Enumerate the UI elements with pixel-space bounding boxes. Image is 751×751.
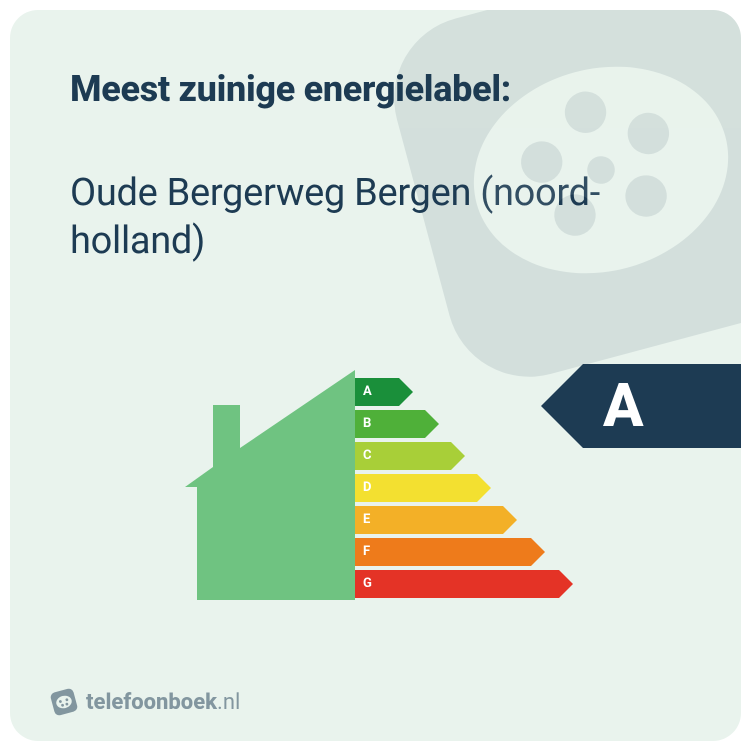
energy-bar-e: E: [355, 506, 655, 534]
brand-name: telefoonboek.nl: [86, 690, 240, 715]
house-icon: [185, 370, 355, 600]
energy-bar-label: G: [363, 570, 372, 598]
energy-bar-shape: [355, 538, 545, 566]
rating-badge: A: [541, 364, 741, 448]
energy-bar-label: D: [363, 474, 371, 502]
footer-branding: telefoonboek.nl: [50, 688, 240, 716]
energy-bar-shape: [355, 506, 517, 534]
energy-bar-g: G: [355, 570, 655, 598]
energy-bar-label: B: [363, 410, 371, 438]
energy-bar-shape: [355, 474, 491, 502]
location-subtitle: Oude Bergerweg Bergen (noord-holland): [70, 170, 681, 265]
energy-bar-label: E: [363, 506, 370, 534]
page-title: Meest zuinige energielabel:: [70, 68, 681, 110]
brand-name-bold: telefoonboek: [86, 690, 217, 715]
brand-logo-icon: [50, 688, 78, 716]
energy-bar-label: C: [363, 442, 372, 470]
brand-name-thin: .nl: [217, 690, 240, 715]
energy-bar-shape: [355, 570, 573, 598]
rating-letter: A: [603, 364, 644, 448]
energy-bar-f: F: [355, 538, 655, 566]
energy-bar-label: F: [363, 538, 370, 566]
energy-bar-d: D: [355, 474, 655, 502]
energy-bar-label: A: [363, 378, 372, 406]
energy-label-card: Meest zuinige energielabel: Oude Bergerw…: [10, 10, 741, 741]
